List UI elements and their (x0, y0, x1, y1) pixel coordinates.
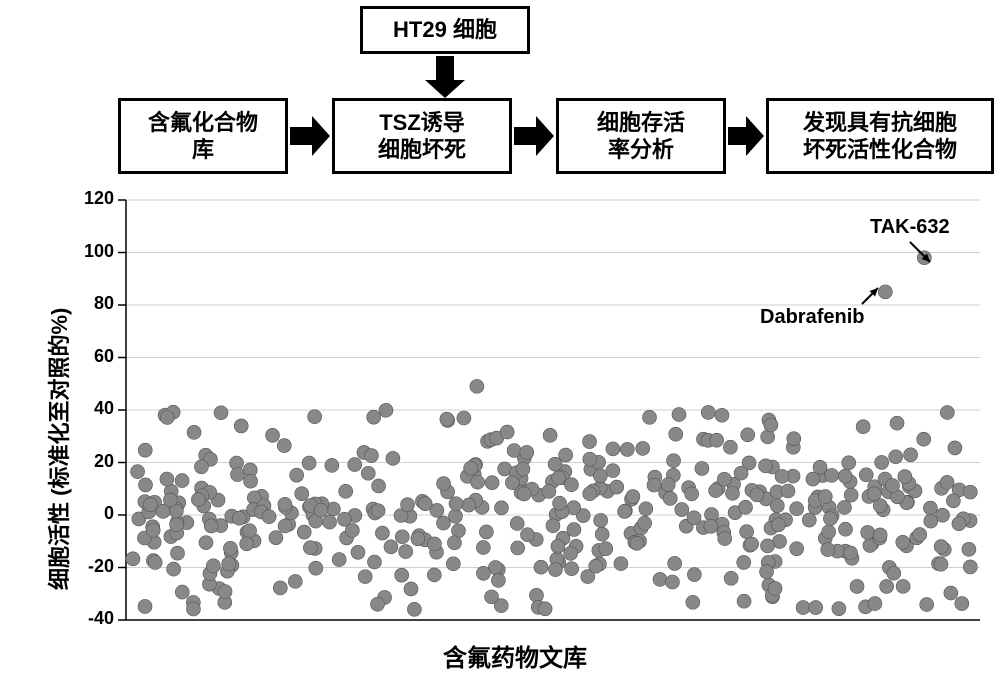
y-tick-label: 40 (68, 398, 114, 419)
y-axis-label: 细胞活性 (标准化至对照的%) (42, 308, 74, 590)
y-tick-label: 20 (68, 451, 114, 472)
y-tick-label: -20 (68, 556, 114, 577)
annotation-label-dabrafenib: Dabrafenib (760, 306, 864, 329)
annotation-label-tak632: TAK-632 (870, 216, 950, 239)
y-tick-label: 120 (68, 188, 114, 209)
y-tick-label: -40 (68, 608, 114, 629)
y-tick-label: 100 (68, 241, 114, 262)
x-axis-label: 含氟药物文库 (443, 638, 587, 673)
y-tick-label: 80 (68, 293, 114, 314)
scatter-chart (0, 0, 1000, 679)
y-tick-label: 0 (68, 503, 114, 524)
y-tick-label: 60 (68, 346, 114, 367)
